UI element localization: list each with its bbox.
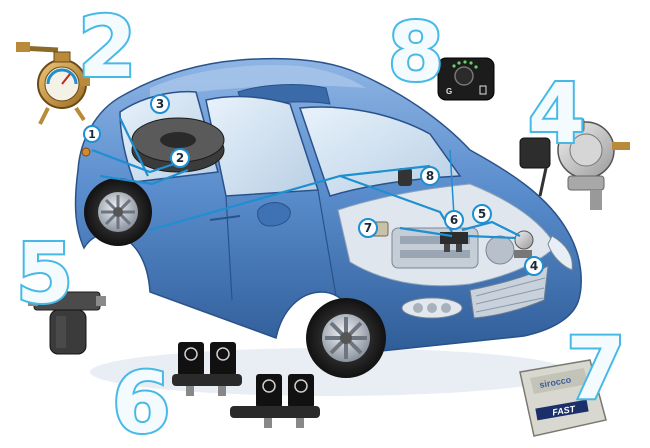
filler-valve: [81, 147, 91, 157]
car: [74, 57, 582, 396]
injectors-component: [172, 342, 320, 428]
callout-1: 1: [83, 125, 101, 143]
front-wheel: [306, 298, 386, 378]
front-grille: [469, 265, 549, 319]
big-number-7: 7: [566, 319, 626, 419]
callout-6: 6: [444, 210, 464, 230]
big-number-4: 4: [528, 67, 585, 162]
callout-7: 7: [358, 218, 378, 238]
svg-text:8: 8: [426, 169, 434, 183]
big-number-2: 2: [78, 0, 136, 96]
big-number-8: 8: [388, 6, 444, 99]
callout-3: 3: [150, 94, 170, 114]
svg-text:4: 4: [530, 259, 538, 273]
ecu-component: sirocco FAST: [519, 359, 607, 437]
gas-filter-component: [28, 291, 106, 355]
headlight: [547, 235, 573, 271]
svg-text:6: 6: [450, 213, 458, 227]
svg-text:5: 5: [478, 207, 486, 221]
side-mirror: [257, 202, 291, 227]
roof-highlight: [150, 64, 366, 98]
switch-letter: G: [446, 87, 452, 96]
side-window: [205, 95, 320, 197]
door-handle: [209, 215, 241, 221]
svg-text:7: 7: [364, 221, 372, 235]
antenna-line: [449, 149, 455, 217]
callouts: 1 2 3 4 5 6 7 8: [83, 94, 544, 276]
callout-8: 8: [420, 166, 440, 186]
multivalve-component: [16, 42, 90, 125]
callout-2: 2: [170, 148, 190, 168]
ecu-model: FAST: [551, 404, 577, 418]
reducer-component: [519, 117, 630, 210]
big-number-5: 5: [16, 227, 73, 322]
svg-text:3: 3: [156, 97, 164, 111]
big-number-6: 6: [112, 354, 170, 448]
svg-text:2: 2: [176, 151, 184, 165]
svg-text:1: 1: [88, 128, 96, 141]
callout-4: 4: [524, 256, 544, 276]
fuel-switch-component: G: [437, 57, 495, 101]
dash-switch: [398, 168, 412, 186]
windshield: [298, 106, 462, 197]
callout-5: 5: [472, 204, 492, 224]
rear-wheel: [84, 178, 152, 246]
